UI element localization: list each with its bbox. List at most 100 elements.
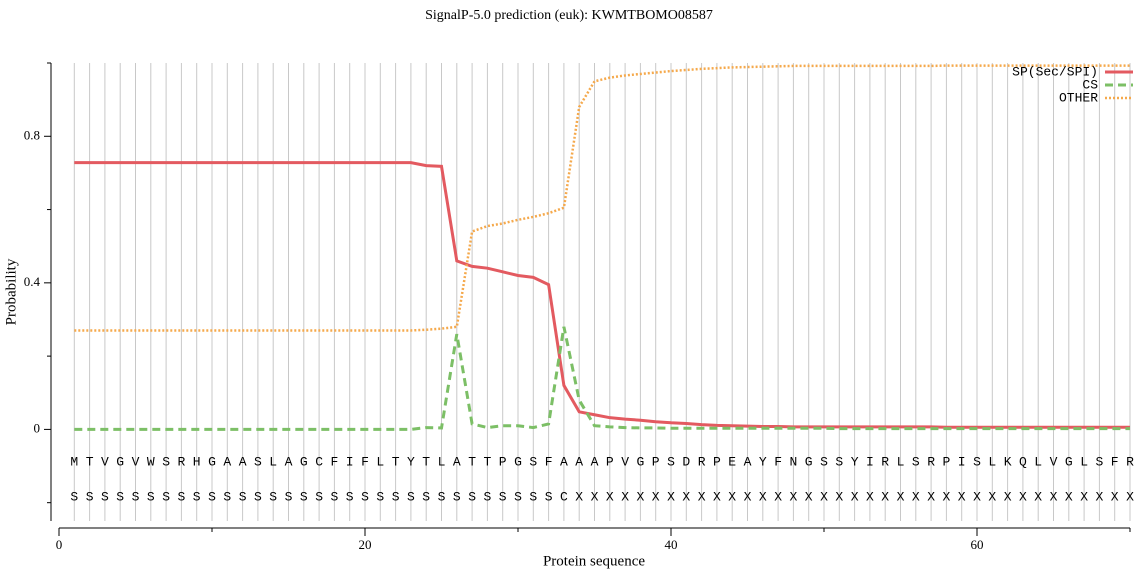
residue: T bbox=[422, 454, 430, 469]
residue: F bbox=[1111, 454, 1119, 469]
prediction-label: S bbox=[468, 489, 476, 504]
residue: A bbox=[744, 454, 752, 469]
residue: R bbox=[881, 454, 889, 469]
prediction-label: X bbox=[973, 489, 981, 504]
prediction-label: S bbox=[376, 489, 384, 504]
prediction-label: S bbox=[86, 489, 94, 504]
legend-label: OTHER bbox=[1059, 90, 1098, 105]
prediction-label: S bbox=[208, 489, 216, 504]
residue: I bbox=[958, 454, 966, 469]
prediction-label: S bbox=[269, 489, 277, 504]
residue: L bbox=[438, 454, 446, 469]
prediction-label: X bbox=[912, 489, 920, 504]
prediction-label: S bbox=[315, 489, 323, 504]
residue: I bbox=[346, 454, 354, 469]
residue: H bbox=[193, 454, 201, 469]
residue: P bbox=[606, 454, 614, 469]
residue: G bbox=[514, 454, 522, 469]
prediction-label: S bbox=[193, 489, 201, 504]
prediction-label: S bbox=[223, 489, 231, 504]
series-line bbox=[74, 326, 1130, 431]
residue: L bbox=[988, 454, 996, 469]
residue: R bbox=[927, 454, 935, 469]
prediction-label: X bbox=[621, 489, 629, 504]
residue: L bbox=[376, 454, 384, 469]
x-tick-label: 20 bbox=[359, 537, 372, 552]
prediction-label: S bbox=[285, 489, 293, 504]
residue: S bbox=[162, 454, 170, 469]
prediction-label: X bbox=[835, 489, 843, 504]
prediction-label: X bbox=[575, 489, 583, 504]
residue: A bbox=[223, 454, 231, 469]
residue: P bbox=[652, 454, 660, 469]
chart-title: SignalP-5.0 prediction (euk): KWMTBOMO08… bbox=[425, 8, 713, 23]
residue: S bbox=[912, 454, 920, 469]
residue: A bbox=[453, 454, 461, 469]
prediction-label: S bbox=[392, 489, 400, 504]
prediction-label: S bbox=[239, 489, 247, 504]
residue: T bbox=[392, 454, 400, 469]
prediction-label: X bbox=[652, 489, 660, 504]
prediction-label: X bbox=[636, 489, 644, 504]
residue: Y bbox=[851, 454, 859, 469]
residue: S bbox=[973, 454, 981, 469]
residue: S bbox=[835, 454, 843, 469]
residue: F bbox=[545, 454, 553, 469]
y-axis-label: Probability bbox=[3, 258, 19, 325]
residue: P bbox=[713, 454, 721, 469]
series-line bbox=[74, 64, 1130, 332]
residue: I bbox=[866, 454, 874, 469]
residue: L bbox=[269, 454, 277, 469]
prediction-label: X bbox=[805, 489, 813, 504]
residue: Y bbox=[759, 454, 767, 469]
prediction-label: X bbox=[1095, 489, 1103, 504]
residue: T bbox=[86, 454, 94, 469]
prediction-label: S bbox=[254, 489, 262, 504]
prediction-label: S bbox=[483, 489, 491, 504]
prediction-label: X bbox=[1065, 489, 1073, 504]
residue: G bbox=[116, 454, 124, 469]
prediction-label: X bbox=[698, 489, 706, 504]
prediction-label: X bbox=[881, 489, 889, 504]
residue: S bbox=[667, 454, 675, 469]
prediction-label: X bbox=[759, 489, 767, 504]
prediction-label: S bbox=[422, 489, 430, 504]
x-axis-label: Protein sequence bbox=[543, 553, 645, 569]
prediction-label: X bbox=[667, 489, 675, 504]
prediction-label: X bbox=[942, 489, 950, 504]
residue: C bbox=[315, 454, 323, 469]
residue: R bbox=[698, 454, 706, 469]
prediction-label: X bbox=[591, 489, 599, 504]
prediction-label: S bbox=[162, 489, 170, 504]
prediction-label: X bbox=[713, 489, 721, 504]
residue: T bbox=[468, 454, 476, 469]
residue: F bbox=[361, 454, 369, 469]
residue: G bbox=[300, 454, 308, 469]
prediction-label: S bbox=[407, 489, 415, 504]
residue: P bbox=[942, 454, 950, 469]
prediction-label: X bbox=[851, 489, 859, 504]
residue: R bbox=[1126, 454, 1134, 469]
legend-label: SP(Sec/SPI) bbox=[1012, 64, 1098, 79]
prediction-label: X bbox=[897, 489, 905, 504]
prediction-label: X bbox=[866, 489, 874, 504]
prediction-label: X bbox=[774, 489, 782, 504]
prediction-label: S bbox=[101, 489, 109, 504]
prediction-label: S bbox=[70, 489, 78, 504]
residue: W bbox=[147, 454, 155, 469]
residue: S bbox=[529, 454, 537, 469]
prediction-label: X bbox=[744, 489, 752, 504]
residue: F bbox=[774, 454, 782, 469]
residue: T bbox=[483, 454, 491, 469]
prediction-label: X bbox=[1019, 489, 1027, 504]
prediction-label: X bbox=[606, 489, 614, 504]
x-tick-label: 0 bbox=[56, 537, 63, 552]
residue: L bbox=[1080, 454, 1088, 469]
prediction-label: S bbox=[300, 489, 308, 504]
prediction-label: X bbox=[958, 489, 966, 504]
prediction-label: S bbox=[514, 489, 522, 504]
prediction-label: X bbox=[1080, 489, 1088, 504]
residue: Q bbox=[1019, 454, 1027, 469]
prediction-label: X bbox=[927, 489, 935, 504]
